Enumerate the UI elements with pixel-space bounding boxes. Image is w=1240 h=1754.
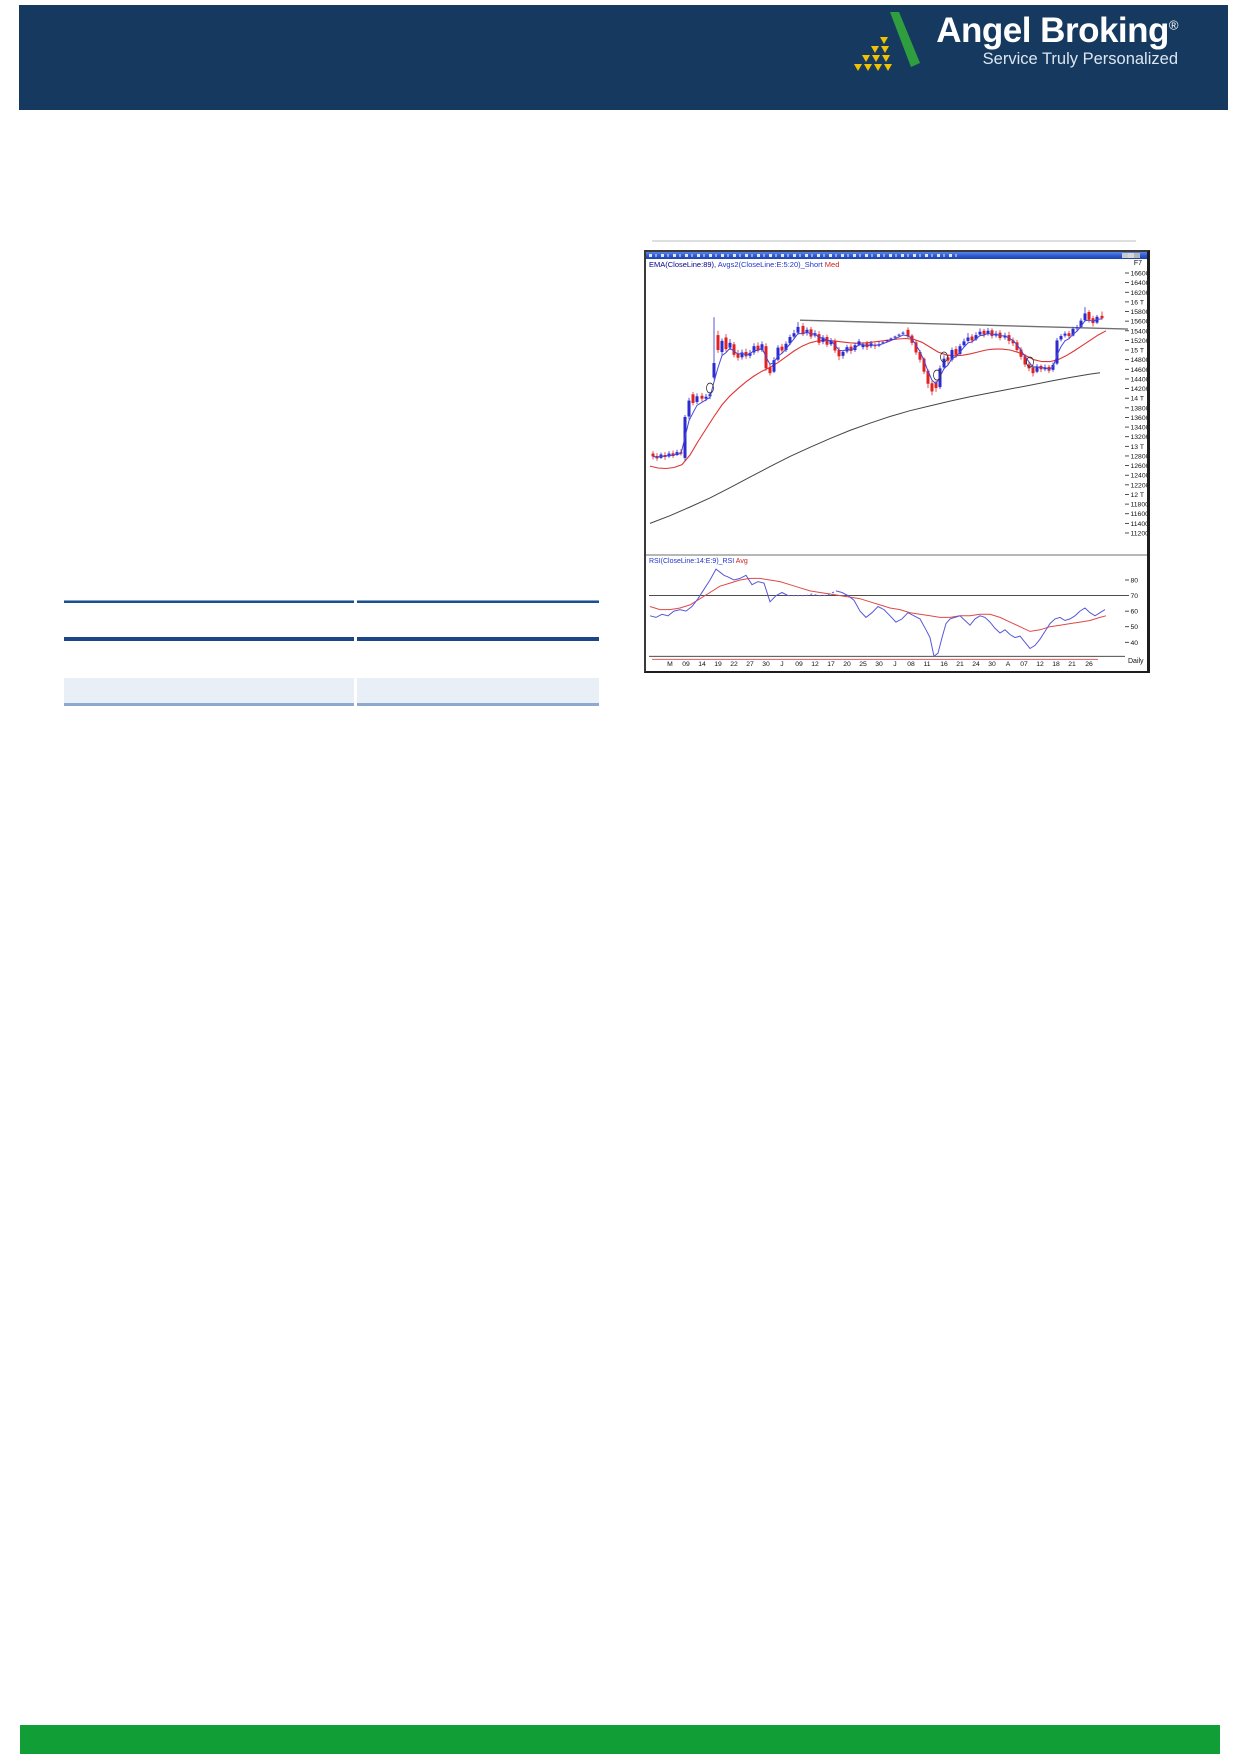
svg-text:70: 70 [1131, 593, 1139, 600]
svg-text:30: 30 [875, 661, 883, 668]
registered-mark: ® [1168, 17, 1179, 33]
svg-text:15200: 15200 [1131, 338, 1148, 345]
svg-text:12: 12 [1036, 661, 1044, 668]
chart-window-titlebar [646, 252, 1147, 259]
svg-text:20: 20 [843, 661, 851, 668]
svg-text:16200: 16200 [1131, 290, 1148, 297]
footer-bar [20, 1725, 1220, 1754]
svg-text:14200: 14200 [1131, 386, 1148, 393]
indicator-label: EMA(CloseLine:89), Avgs2(CloseLine:E:5:2… [649, 260, 839, 270]
svg-text:14 T: 14 T [1131, 396, 1144, 403]
svg-text:16: 16 [940, 661, 948, 668]
svg-text:12 T: 12 T [1131, 492, 1144, 499]
svg-text:15600: 15600 [1131, 319, 1148, 326]
technical-chart-svg: 16600 16400 16200 16 T 15800 15600 15400 15200 1… [646, 271, 1148, 668]
svg-text:22: 22 [730, 661, 738, 668]
summary-table-midline [64, 637, 599, 641]
svg-text:50: 50 [1131, 624, 1139, 631]
svg-text:12600: 12600 [1131, 463, 1148, 470]
header-bar: Angel Broking® Service Truly Personalize… [19, 5, 1228, 110]
ema-label: EMA(CloseLine:89), [649, 260, 717, 269]
fkey-label: F7 [1133, 260, 1142, 267]
svg-text:09: 09 [682, 661, 690, 668]
table-cell [64, 678, 354, 706]
svg-text:16600: 16600 [1131, 271, 1148, 278]
table-cell [64, 600, 354, 603]
svg-text:13800: 13800 [1131, 405, 1148, 412]
svg-text:13400: 13400 [1131, 425, 1148, 432]
svg-text:11600: 11600 [1131, 511, 1148, 518]
brand-name: Angel Broking® [936, 9, 1178, 53]
svg-text:21: 21 [1068, 661, 1076, 668]
angel-broking-logo: Angel Broking® Service Truly Personalize… [854, 9, 1179, 73]
svg-text:M: M [667, 661, 673, 668]
rsi-indicator-label: RSI(CloseLine:14:E:9)_RSI Avg [649, 558, 748, 565]
svg-text:16400: 16400 [1131, 280, 1148, 287]
brand-name-text: Angel Broking [936, 11, 1169, 50]
svg-text:27: 27 [746, 661, 754, 668]
svg-text:40: 40 [1131, 640, 1139, 647]
timeframe-label: Daily [1128, 658, 1144, 665]
svg-text:24: 24 [972, 661, 980, 668]
svg-text:13600: 13600 [1131, 415, 1148, 422]
svg-text:30: 30 [762, 661, 770, 668]
svg-text:07: 07 [1020, 661, 1028, 668]
logo-text-block: Angel Broking® Service Truly Personalize… [936, 9, 1178, 69]
svg-text:80: 80 [1131, 578, 1139, 585]
svg-text:11: 11 [923, 661, 930, 668]
svg-text:13 T: 13 T [1131, 444, 1144, 451]
table-cell [64, 637, 354, 641]
svg-text:15 T: 15 T [1131, 348, 1144, 355]
svg-text:17: 17 [827, 661, 835, 668]
svg-text:26: 26 [1085, 661, 1093, 668]
svg-text:J: J [893, 661, 896, 668]
svg-text:25: 25 [859, 661, 867, 668]
svg-text:12400: 12400 [1131, 473, 1148, 480]
svg-text:11800: 11800 [1131, 502, 1148, 509]
window-controls-icon [1122, 253, 1140, 258]
svg-text:19: 19 [714, 661, 722, 668]
table-cell [357, 600, 599, 603]
svg-text:60: 60 [1131, 609, 1139, 616]
svg-text:30: 30 [988, 661, 996, 668]
summary-table-row-band [64, 678, 599, 706]
svg-text:16 T: 16 T [1131, 299, 1144, 306]
svg-text:21: 21 [956, 661, 964, 668]
scan-artifact-streak [652, 240, 1136, 242]
chart-window: 16600 16400 16200 16 T 15800 15600 15400 15200 1… [644, 250, 1150, 673]
titlebar-text-garbled [649, 254, 959, 257]
med-label: Med [822, 260, 840, 269]
summary-table-topline [64, 600, 599, 603]
svg-text:11200: 11200 [1131, 531, 1148, 538]
svg-text:A: A [1006, 661, 1011, 668]
svg-text:12: 12 [811, 661, 819, 668]
table-cell [357, 678, 599, 706]
svg-text:08: 08 [907, 661, 915, 668]
svg-text:14: 14 [698, 661, 706, 668]
svg-text:15400: 15400 [1131, 328, 1148, 335]
svg-text:14400: 14400 [1131, 376, 1148, 383]
avgs-label: Avgs2(CloseLine:E:5:20)_Short [716, 260, 823, 269]
brand-tagline: Service Truly Personalized [982, 49, 1178, 68]
table-cell [357, 637, 599, 641]
svg-text:09: 09 [795, 661, 803, 668]
angel-broking-logo-icon [854, 12, 921, 71]
svg-text:15800: 15800 [1131, 309, 1148, 316]
svg-text:14600: 14600 [1131, 367, 1148, 374]
svg-text:J: J [780, 661, 783, 668]
svg-text:14800: 14800 [1131, 357, 1148, 364]
svg-text:18: 18 [1052, 661, 1060, 668]
svg-text:12800: 12800 [1131, 453, 1148, 460]
svg-text:12200: 12200 [1131, 482, 1148, 489]
svg-text:11400: 11400 [1131, 521, 1148, 528]
svg-text:13200: 13200 [1131, 434, 1148, 441]
